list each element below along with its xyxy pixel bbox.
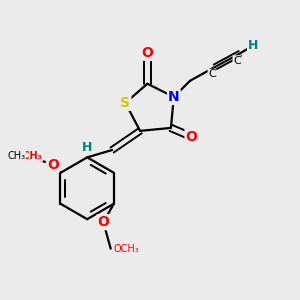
Text: H: H: [82, 141, 92, 154]
Text: N: N: [168, 90, 180, 104]
Text: C: C: [208, 69, 216, 79]
Text: CH₃: CH₃: [8, 151, 26, 161]
Text: O: O: [142, 46, 153, 60]
Text: OCH₃: OCH₃: [114, 244, 140, 254]
Text: S: S: [120, 96, 130, 110]
Text: O: O: [185, 130, 197, 144]
Text: H: H: [248, 39, 258, 52]
Text: OCH₃: OCH₃: [14, 151, 42, 161]
Text: O: O: [47, 158, 59, 172]
Text: C: C: [233, 56, 241, 66]
Text: O: O: [98, 215, 109, 229]
